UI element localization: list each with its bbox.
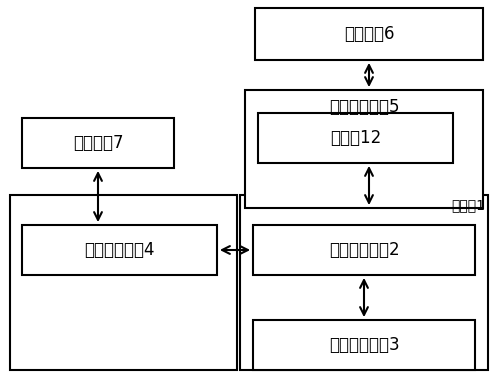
Bar <box>255 8 482 60</box>
Text: 充电检测设备3: 充电检测设备3 <box>328 336 398 354</box>
Bar <box>253 320 474 370</box>
Text: 拍摄模块7: 拍摄模块7 <box>73 134 123 152</box>
Text: 车牌识别设备4: 车牌识别设备4 <box>84 241 154 259</box>
Bar <box>10 195 236 370</box>
Text: 后台管理系统5: 后台管理系统5 <box>328 98 398 116</box>
Bar <box>253 225 474 275</box>
Bar <box>258 113 452 163</box>
Bar <box>244 90 482 208</box>
Bar <box>239 195 487 370</box>
Text: 充电控制模块2: 充电控制模块2 <box>328 241 398 259</box>
Text: 数据库12: 数据库12 <box>329 129 380 147</box>
Text: 用户终端6: 用户终端6 <box>343 25 393 43</box>
Text: 充电桩1: 充电桩1 <box>450 198 484 212</box>
Bar <box>22 225 216 275</box>
Bar <box>22 118 174 168</box>
